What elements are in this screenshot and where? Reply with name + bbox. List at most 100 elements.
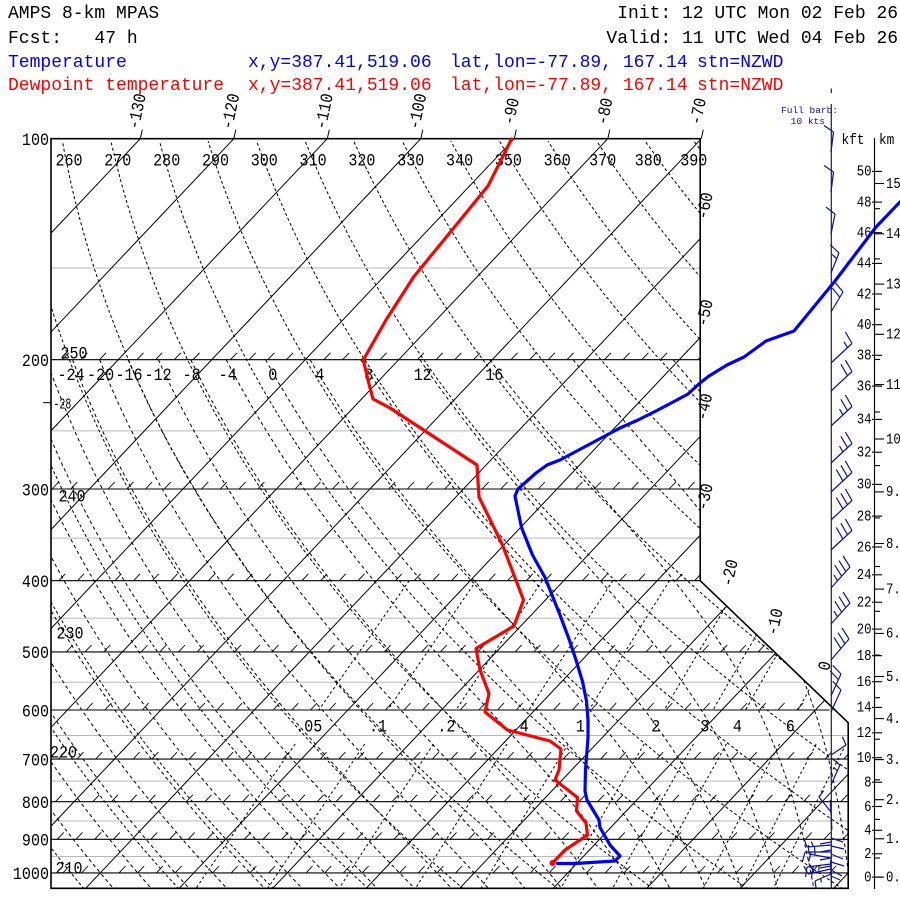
svg-text:330: 330 [397,150,424,170]
svg-text:9.: 9. [886,485,900,501]
svg-text:.05: .05 [295,716,322,736]
svg-text:10 kts: 10 kts [791,116,825,127]
svg-text:300: 300 [22,480,49,500]
svg-text:3.: 3. [886,753,900,769]
svg-text:30: 30 [857,478,872,494]
svg-text:4: 4 [733,716,742,736]
svg-text:12: 12 [857,726,872,742]
svg-text:220: 220 [50,742,77,762]
svg-text:800: 800 [22,793,49,813]
svg-text:260: 260 [55,150,82,170]
svg-text:2: 2 [864,847,871,863]
svg-text:4: 4 [315,365,324,385]
svg-text:12.: 12. [886,328,900,344]
svg-text:270: 270 [104,150,131,170]
svg-text:290: 290 [202,150,229,170]
svg-text:stn=NZWD: stn=NZWD [697,76,783,96]
svg-text:16: 16 [485,365,503,385]
svg-text:6: 6 [786,716,795,736]
svg-text:390: 390 [680,150,707,170]
svg-text:Temperature: Temperature [8,53,127,73]
svg-text:-12: -12 [145,365,172,385]
svg-text:18: 18 [857,649,872,665]
svg-text:12: 12 [414,365,432,385]
svg-text:200: 200 [22,351,49,371]
svg-text:300: 300 [251,150,278,170]
svg-text:38: 38 [857,349,872,365]
svg-text:360: 360 [544,150,571,170]
svg-text:-24: -24 [57,365,84,385]
svg-text:AMPS 8-km MPAS: AMPS 8-km MPAS [8,4,159,24]
svg-text:0.: 0. [886,871,900,887]
svg-text:lat,lon=-77.89, 167.14: lat,lon=-77.89, 167.14 [450,76,688,96]
svg-text:km: km [879,132,894,149]
svg-text:6.: 6. [886,627,900,643]
svg-text:700: 700 [22,750,49,770]
svg-text:-4: -4 [219,365,237,385]
svg-text:11.: 11. [886,378,900,394]
svg-text:1: 1 [576,716,585,736]
svg-text:280: 280 [153,150,180,170]
svg-text:x,y=387.41,519.06: x,y=387.41,519.06 [248,53,432,73]
svg-text:24: 24 [857,568,872,584]
svg-text:x,y=387.41,519.06: x,y=387.41,519.06 [248,76,432,96]
svg-text:210: 210 [55,858,82,878]
svg-text:34: 34 [857,413,872,429]
svg-text:.2: .2 [437,716,455,736]
svg-text:Full barb:: Full barb: [781,105,838,116]
svg-text:44: 44 [857,257,872,273]
svg-text:400: 400 [22,572,49,592]
svg-text:36: 36 [857,380,872,396]
svg-text:0: 0 [864,871,871,887]
svg-text:lat,lon=-77.89, 167.14: lat,lon=-77.89, 167.14 [450,53,688,73]
svg-text:14: 14 [857,701,872,717]
svg-text:10: 10 [857,751,872,767]
svg-text:10.: 10. [886,433,900,449]
svg-text:13.: 13. [886,278,900,294]
svg-text:4.: 4. [886,712,900,728]
svg-text:Fcst: 47 h: Fcst: 47 h [8,29,138,49]
svg-text:8.: 8. [886,537,900,553]
svg-text:Valid: 11 UTC Wed 04 Feb 26: Valid: 11 UTC Wed 04 Feb 26 [606,29,898,49]
svg-text:48: 48 [857,196,872,212]
svg-text:320: 320 [348,150,375,170]
svg-text:380: 380 [635,150,662,170]
svg-text:28: 28 [857,510,872,526]
svg-text:8: 8 [864,776,871,792]
svg-text:2.: 2. [886,793,900,809]
svg-text:900: 900 [22,831,49,851]
svg-text:15.: 15. [886,177,900,193]
svg-text:3: 3 [700,716,709,736]
svg-text:14.: 14. [886,227,900,243]
svg-text:100: 100 [22,130,49,150]
svg-text:5.: 5. [886,670,900,686]
svg-text:250: 250 [60,343,87,363]
svg-text:42: 42 [857,288,872,304]
svg-text:370: 370 [589,150,616,170]
svg-text:26: 26 [857,541,872,557]
svg-text:kft: kft [842,132,865,149]
svg-text:Init: 12 UTC Mon 02 Feb 26: Init: 12 UTC Mon 02 Feb 26 [617,4,898,24]
svg-text:1.: 1. [886,832,900,848]
svg-text:16: 16 [857,675,872,691]
svg-text:340: 340 [446,150,473,170]
svg-text:4: 4 [864,824,871,840]
svg-text:-8: -8 [183,365,201,385]
svg-text:32: 32 [857,446,872,462]
svg-text:1000: 1000 [13,864,49,884]
svg-text:310: 310 [300,150,327,170]
svg-text:240: 240 [58,486,85,506]
svg-text:230: 230 [56,623,83,643]
svg-text:.1: .1 [369,716,387,736]
svg-text:500: 500 [22,643,49,663]
svg-text:2: 2 [651,716,660,736]
svg-text:7.: 7. [886,583,900,599]
svg-text:-28: -28 [54,395,72,413]
svg-text:stn=NZWD: stn=NZWD [697,53,783,73]
svg-text:600: 600 [22,701,49,721]
svg-text:Dewpoint temperature: Dewpoint temperature [8,76,224,96]
svg-text:22: 22 [857,596,872,612]
svg-text:-20: -20 [87,365,114,385]
svg-text:50: 50 [857,165,872,181]
svg-text:-16: -16 [115,365,142,385]
